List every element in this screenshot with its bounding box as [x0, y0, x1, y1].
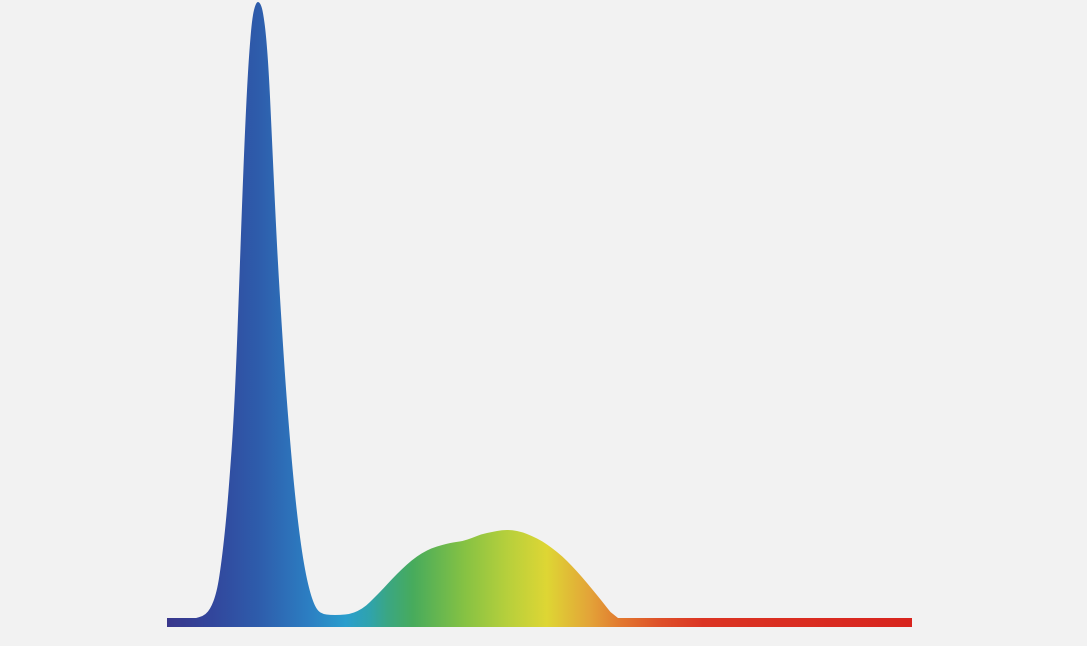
- spectrum-area: [167, 2, 912, 627]
